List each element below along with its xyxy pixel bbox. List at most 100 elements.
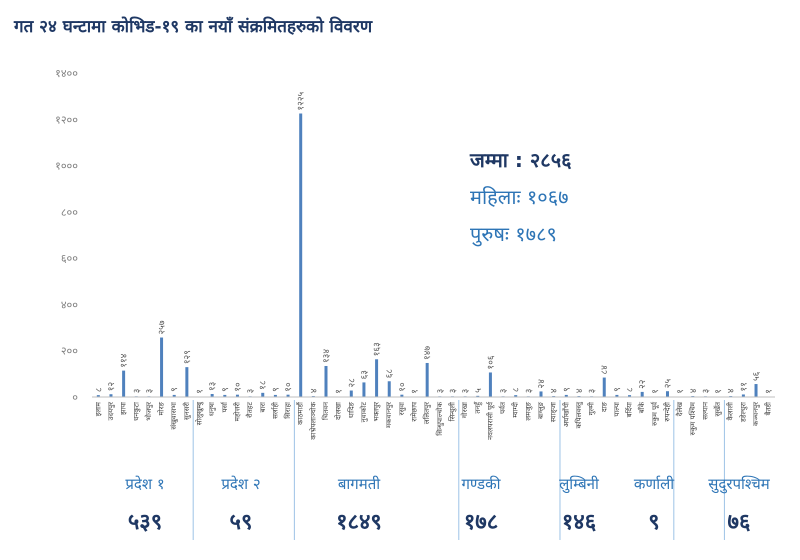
category-label: भोजपुर — [144, 402, 153, 421]
category-label: सर्लाही — [270, 402, 279, 419]
bar — [185, 367, 189, 397]
male-label: पुरुषः — [470, 222, 509, 246]
province-value: १७८ — [463, 510, 499, 535]
data-label: २८ — [347, 378, 357, 388]
province-name: लुम्बिनी — [559, 475, 599, 493]
data-label: ११४ — [120, 353, 130, 367]
data-label: १ — [676, 389, 686, 394]
province-value: ५९ — [229, 510, 253, 535]
bar — [602, 377, 606, 397]
category-label: मकवानपुर — [385, 402, 393, 428]
bar — [210, 393, 214, 397]
bar — [122, 370, 126, 397]
category-label: पर्वत — [498, 401, 507, 414]
y-tick-label: १४०० — [55, 67, 78, 80]
data-label: २४ — [537, 379, 547, 389]
bar — [223, 394, 227, 397]
data-label: ३ — [701, 389, 711, 394]
data-label: ३ — [448, 389, 458, 394]
bar — [564, 394, 568, 397]
data-label: ३ — [588, 389, 598, 394]
y-tick-label: ० — [72, 391, 78, 404]
province-name: कर्णाली — [633, 475, 675, 493]
data-label: १ — [411, 389, 421, 394]
data-label: १० — [284, 382, 294, 392]
data-label: १२९ — [183, 350, 193, 364]
category-label: डडेल्धुरा — [738, 402, 747, 423]
category-label: रौतहट — [245, 402, 254, 418]
category-label: कञ्चनपुर — [752, 402, 760, 426]
category-label: धनुषा — [208, 402, 216, 416]
male-value: १७८९ — [515, 222, 557, 246]
category-label: लमजुङ — [524, 401, 532, 420]
bar — [362, 382, 366, 397]
y-tick-label: ८०० — [61, 206, 78, 219]
data-label: ८ — [512, 387, 522, 392]
bar — [665, 391, 669, 397]
data-label: ८ — [94, 387, 104, 392]
bar — [235, 394, 239, 397]
category-label: कैलाली — [726, 402, 735, 421]
category-label: झापा — [120, 402, 128, 415]
province-name: बागमती — [337, 475, 381, 493]
data-label: २२ — [638, 379, 648, 389]
female-label: महिलाः — [470, 185, 521, 209]
province-value: ५३९ — [127, 510, 163, 535]
bar — [160, 337, 164, 397]
data-label: ४ — [575, 388, 585, 393]
category-label: गुल्मी — [587, 402, 596, 415]
province-name: सुदुरपश्चिम — [708, 475, 770, 493]
data-label: ४ — [550, 388, 560, 393]
data-label: ११ — [739, 382, 749, 391]
province-dividers — [192, 400, 725, 540]
data-label: ५६ — [752, 371, 762, 381]
category-label: उदयपुर — [107, 402, 115, 421]
province-value: १४६ — [561, 510, 597, 535]
category-label: भक्तपुर — [373, 402, 381, 422]
bar — [514, 395, 518, 397]
bar — [488, 372, 492, 397]
data-label: १ — [765, 389, 775, 394]
category-label: बैतडी — [764, 402, 773, 416]
data-label: ३ — [246, 389, 256, 394]
totals-box: जम्मा : २८५६ महिलाः १०६७ पुरुषः १७८९ — [470, 146, 572, 257]
data-label: ९ — [613, 387, 623, 392]
category-label: रुकुम पश्चिम — [688, 401, 697, 435]
province-name: प्रदेश १ — [125, 475, 165, 493]
data-label: ३ — [499, 389, 509, 394]
bar — [96, 395, 100, 397]
category-label: बाग्लुङ — [537, 401, 545, 419]
category-label: संखुवासभा — [170, 402, 178, 430]
y-tick-label: २०० — [61, 345, 78, 358]
category-label: काभ्रेपलाञ्चोक — [308, 401, 317, 439]
data-label: ५ — [474, 388, 484, 393]
y-axis: ० २०० ४०० ६०० ८०० १००० १२०० १४०० — [55, 67, 78, 404]
category-label: गोरखा — [460, 402, 469, 418]
province-bagmati: बागमती १८४९ — [288, 474, 430, 536]
bar — [628, 395, 632, 397]
bar — [261, 392, 265, 397]
data-label: १० — [233, 382, 243, 392]
data-label: ९ — [221, 387, 231, 392]
data-label: ६८ — [385, 369, 395, 379]
bar — [286, 394, 290, 397]
category-label: कपिलवस्तु — [574, 401, 583, 429]
data-label: १३ — [208, 382, 218, 391]
category-label: रुकुम पूर्व — [650, 401, 659, 426]
category-label: रसुवा — [398, 402, 406, 415]
category-label: काठमाडौं — [296, 402, 305, 425]
category-label: नवलपरासी पूर्व — [485, 401, 494, 440]
province-value: ७६ — [727, 510, 751, 535]
data-label: १४७ — [423, 346, 433, 360]
category-label: दैलेख — [675, 402, 684, 416]
category-label: पर्सा — [220, 401, 229, 413]
bars — [96, 113, 771, 398]
y-tick-label: ४०० — [61, 298, 78, 311]
category-label: महोत्तरी — [232, 402, 241, 421]
bar — [425, 362, 429, 397]
data-label: ९ — [271, 387, 281, 392]
province-value: १८४९ — [336, 510, 382, 535]
y-tick-label: १२०० — [55, 113, 78, 126]
